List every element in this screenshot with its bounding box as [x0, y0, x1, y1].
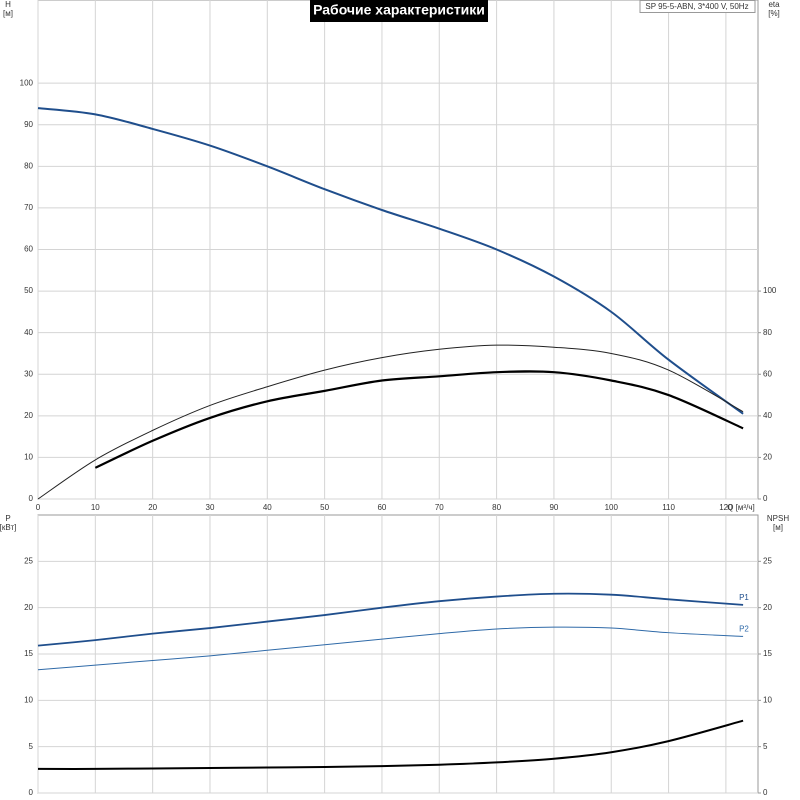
y-axis-label: [м]: [3, 9, 13, 18]
y-axis-label: [кВт]: [0, 523, 16, 532]
y2-tick-label: 25: [763, 556, 772, 565]
x-tick-label: 90: [549, 503, 558, 512]
x-tick-label: 20: [148, 503, 157, 512]
y-tick-label: 60: [24, 245, 33, 254]
y-tick-label: 50: [24, 286, 33, 295]
y2-tick-label: 40: [763, 411, 772, 420]
x-tick-label: 120: [719, 503, 733, 512]
series-label: P1: [739, 593, 749, 602]
annotation: SP 95-5-ABN, 3*400 V, 50Hz: [645, 2, 748, 11]
y-tick-label: 70: [24, 203, 33, 212]
y2-axis-label: eta: [768, 0, 780, 9]
annotation-box: [639, 0, 756, 13]
title-box: [310, 0, 488, 22]
y-tick-label: 10: [24, 695, 33, 704]
curve: [37, 626, 744, 671]
y-tick-label: 10: [24, 453, 33, 462]
y-tick-label: 30: [24, 369, 33, 378]
y-tick-label: 5: [29, 742, 34, 751]
curve: [37, 107, 744, 415]
y2-tick-label: 60: [763, 369, 772, 378]
series-label: P2: [739, 625, 749, 634]
chart-title: Рабочие характеристики: [313, 2, 485, 18]
y-axis-label: H: [5, 0, 11, 9]
y-tick-label: 40: [24, 328, 33, 337]
curve: [37, 719, 744, 770]
y-tick-label: 100: [20, 78, 34, 87]
y2-tick-label: 20: [763, 603, 772, 612]
y-tick-label: 15: [24, 649, 33, 658]
x-tick-label: 50: [320, 503, 329, 512]
y-axis-label: P: [5, 514, 10, 523]
curve: [37, 592, 744, 647]
y2-tick-label: 20: [763, 453, 772, 462]
x-tick-label: 30: [206, 503, 215, 512]
y2-tick-label: 80: [763, 328, 772, 337]
y-tick-label: 0: [29, 788, 34, 797]
y-tick-label: 90: [24, 120, 33, 129]
y2-tick-label: 15: [763, 649, 772, 658]
x-tick-label: 60: [377, 503, 386, 512]
y2-tick-label: 0: [763, 788, 768, 797]
curve: [37, 344, 744, 500]
y2-axis-label: NPSH: [767, 514, 789, 523]
y2-tick-label: 0: [763, 494, 768, 503]
y-tick-label: 80: [24, 161, 33, 170]
y-tick-label: 20: [24, 603, 33, 612]
x-tick-label: 80: [492, 503, 501, 512]
x-tick-label: 10: [91, 503, 100, 512]
x-tick-label: 70: [435, 503, 444, 512]
y2-tick-label: 100: [763, 286, 777, 295]
layer: 0 10 20 30 40 50 60 70 80 90 100 110 120010203040506…: [20, 0, 777, 797]
x-axis-label: Q [м³/ч]: [727, 503, 754, 512]
y-tick-label: 25: [24, 556, 33, 565]
y-tick-label: 0: [29, 494, 34, 503]
x-tick-label: 100: [605, 503, 619, 512]
y2-axis-label: [м]: [773, 523, 783, 532]
x-tick-label: 0: [36, 503, 41, 512]
y-tick-label: 20: [24, 411, 33, 420]
x-tick-label: 110: [662, 503, 675, 512]
y2-tick-label: 5: [763, 742, 768, 751]
x-tick-label: 40: [263, 503, 272, 512]
y2-tick-label: 10: [763, 695, 772, 704]
y2-axis-label: [%]: [768, 9, 780, 18]
curve: [94, 370, 744, 469]
